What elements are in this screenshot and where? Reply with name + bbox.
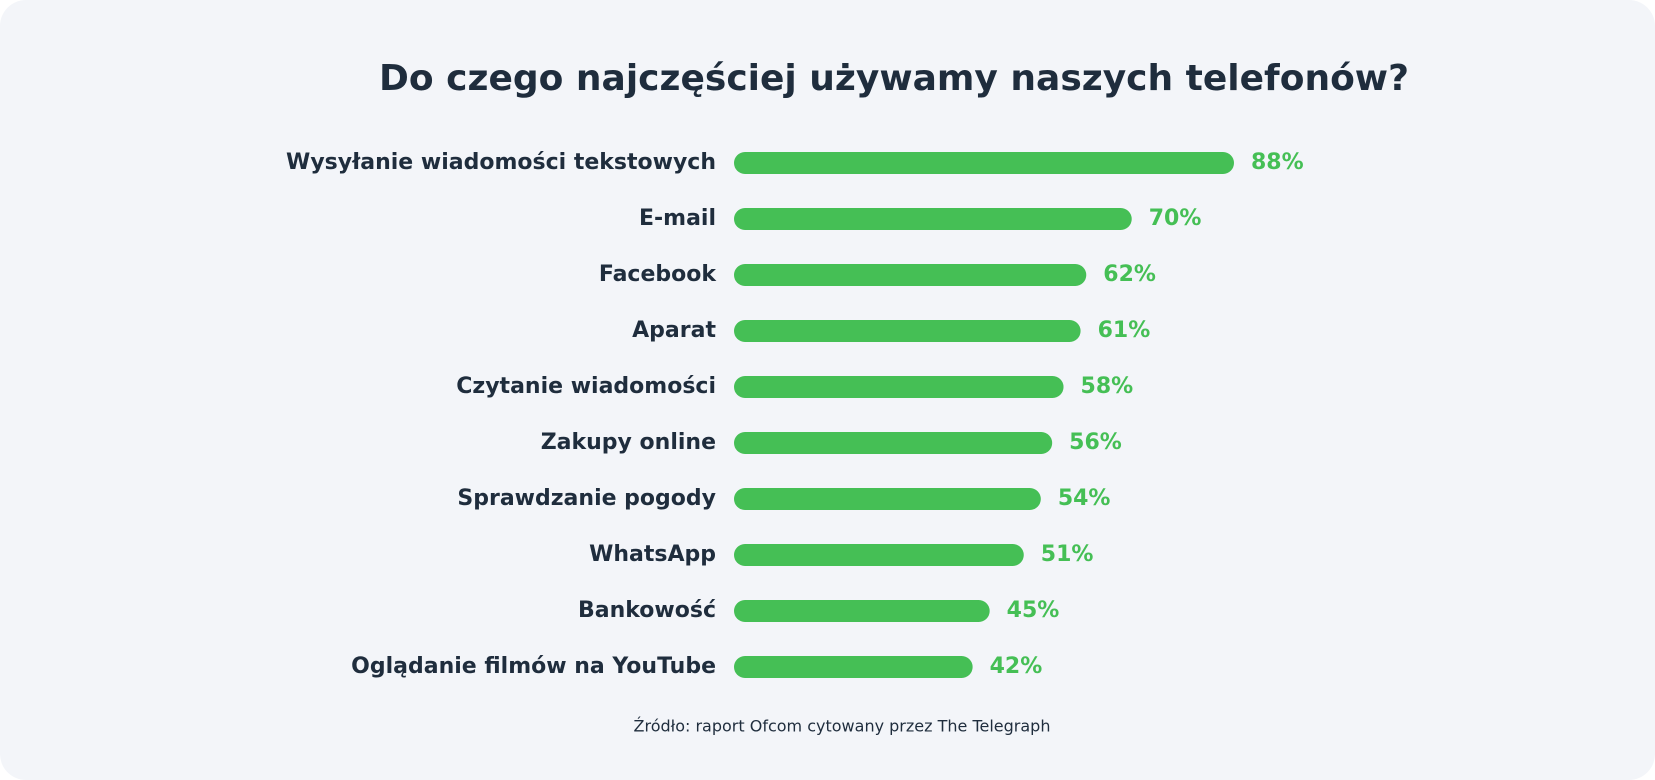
value-label: 42% [990, 654, 1043, 679]
category-label: WhatsApp [589, 542, 716, 567]
category-label: Bankowość [578, 598, 716, 623]
source-note: Źródło: raport Ofcom cytowany przez The … [634, 717, 1051, 736]
category-label: Aparat [632, 318, 716, 343]
value-label: 88% [1251, 150, 1304, 175]
value-label: 58% [1081, 374, 1134, 399]
bar [734, 488, 1041, 510]
bar [734, 208, 1132, 230]
bar [734, 600, 990, 622]
category-label: Zakupy online [541, 430, 716, 455]
category-label: Czytanie wiadomości [456, 374, 716, 399]
bar [734, 376, 1064, 398]
value-label: 56% [1069, 430, 1122, 455]
value-label: 45% [1007, 598, 1060, 623]
chart-title: Do czego najczęściej używamy naszych tel… [379, 58, 1409, 99]
bar [734, 656, 973, 678]
bar [734, 320, 1081, 342]
category-label: Facebook [599, 262, 718, 287]
category-label: Oglądanie filmów na YouTube [351, 654, 716, 679]
bar [734, 432, 1053, 454]
bar [734, 264, 1087, 286]
value-label: 54% [1058, 486, 1111, 511]
category-label: Wysyłanie wiadomości tekstowych [286, 150, 716, 175]
category-label: E-mail [639, 206, 716, 231]
value-label: 51% [1041, 542, 1094, 567]
value-label: 62% [1103, 262, 1156, 287]
bar [734, 544, 1024, 566]
bar [734, 152, 1234, 174]
category-label: Sprawdzanie pogody [457, 486, 716, 511]
value-label: 70% [1149, 206, 1202, 231]
value-label: 61% [1098, 318, 1151, 343]
